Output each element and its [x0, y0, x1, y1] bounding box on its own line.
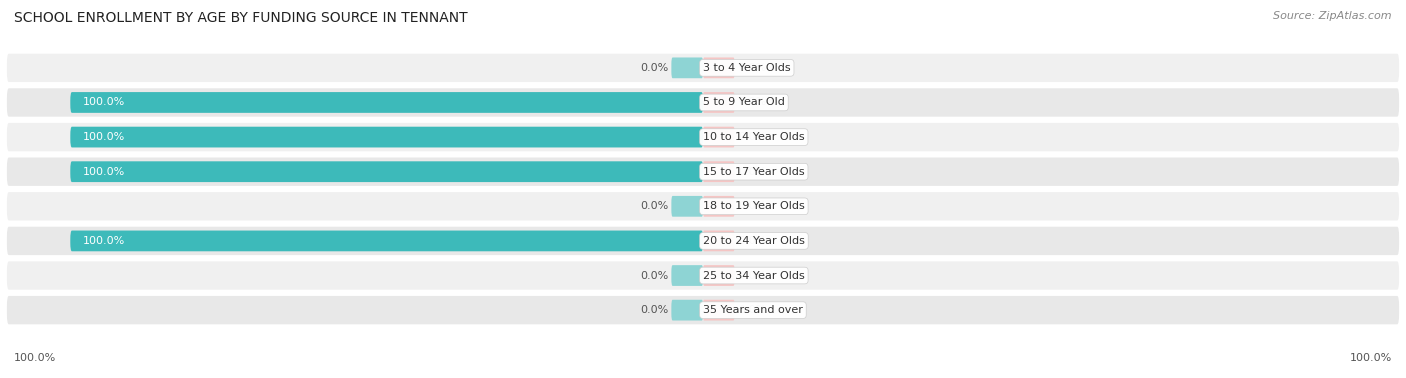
FancyBboxPatch shape: [703, 196, 734, 217]
FancyBboxPatch shape: [70, 231, 703, 251]
Text: 18 to 19 Year Olds: 18 to 19 Year Olds: [703, 201, 804, 211]
Text: SCHOOL ENROLLMENT BY AGE BY FUNDING SOURCE IN TENNANT: SCHOOL ENROLLMENT BY AGE BY FUNDING SOUR…: [14, 11, 468, 25]
Text: 0.0%: 0.0%: [738, 63, 766, 73]
FancyBboxPatch shape: [7, 227, 1399, 255]
FancyBboxPatch shape: [703, 231, 734, 251]
Text: Source: ZipAtlas.com: Source: ZipAtlas.com: [1274, 11, 1392, 21]
FancyBboxPatch shape: [70, 161, 703, 182]
FancyBboxPatch shape: [703, 300, 734, 321]
FancyBboxPatch shape: [703, 127, 734, 147]
FancyBboxPatch shape: [703, 161, 734, 182]
Text: 100.0%: 100.0%: [14, 353, 56, 363]
FancyBboxPatch shape: [7, 158, 1399, 186]
Text: 0.0%: 0.0%: [640, 305, 668, 315]
Text: 100.0%: 100.0%: [83, 132, 125, 142]
Text: 0.0%: 0.0%: [640, 271, 668, 280]
FancyBboxPatch shape: [703, 57, 734, 78]
Text: 0.0%: 0.0%: [640, 63, 668, 73]
Text: 0.0%: 0.0%: [738, 236, 766, 246]
Text: 100.0%: 100.0%: [83, 236, 125, 246]
FancyBboxPatch shape: [7, 192, 1399, 220]
Text: 0.0%: 0.0%: [738, 201, 766, 211]
Text: 0.0%: 0.0%: [738, 132, 766, 142]
Text: 35 Years and over: 35 Years and over: [703, 305, 803, 315]
Text: 100.0%: 100.0%: [1350, 353, 1392, 363]
Text: 0.0%: 0.0%: [738, 167, 766, 177]
Text: 0.0%: 0.0%: [738, 98, 766, 107]
FancyBboxPatch shape: [703, 92, 734, 113]
FancyBboxPatch shape: [7, 261, 1399, 290]
FancyBboxPatch shape: [7, 54, 1399, 82]
FancyBboxPatch shape: [7, 88, 1399, 117]
Text: 15 to 17 Year Olds: 15 to 17 Year Olds: [703, 167, 804, 177]
Text: 0.0%: 0.0%: [738, 271, 766, 280]
FancyBboxPatch shape: [672, 265, 703, 286]
FancyBboxPatch shape: [70, 127, 703, 147]
Text: 25 to 34 Year Olds: 25 to 34 Year Olds: [703, 271, 804, 280]
FancyBboxPatch shape: [672, 196, 703, 217]
Text: 10 to 14 Year Olds: 10 to 14 Year Olds: [703, 132, 804, 142]
FancyBboxPatch shape: [70, 92, 703, 113]
FancyBboxPatch shape: [7, 123, 1399, 151]
FancyBboxPatch shape: [672, 300, 703, 321]
Text: 5 to 9 Year Old: 5 to 9 Year Old: [703, 98, 785, 107]
FancyBboxPatch shape: [672, 57, 703, 78]
Text: 20 to 24 Year Olds: 20 to 24 Year Olds: [703, 236, 804, 246]
Text: 3 to 4 Year Olds: 3 to 4 Year Olds: [703, 63, 790, 73]
Text: 100.0%: 100.0%: [83, 98, 125, 107]
Text: 0.0%: 0.0%: [738, 305, 766, 315]
FancyBboxPatch shape: [703, 265, 734, 286]
Text: 100.0%: 100.0%: [83, 167, 125, 177]
FancyBboxPatch shape: [7, 296, 1399, 324]
Text: 0.0%: 0.0%: [640, 201, 668, 211]
